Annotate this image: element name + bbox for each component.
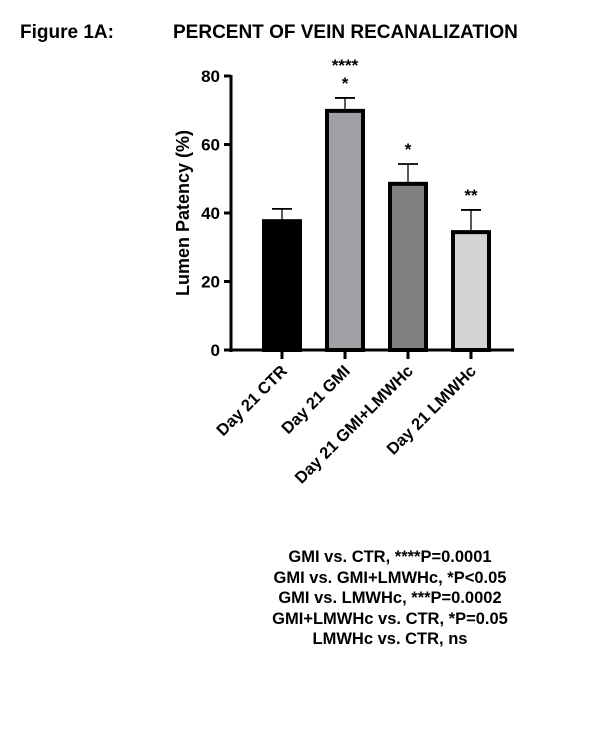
y-tick-label: 60 xyxy=(201,136,220,155)
chart-title: PERCENT OF VEIN RECANALIZATION xyxy=(173,22,518,43)
stat-note: LMWHc vs. CTR, ns xyxy=(312,630,468,648)
stat-note: GMI+LMWHc vs. CTR, *P=0.05 xyxy=(272,609,508,628)
y-tick-label: 80 xyxy=(201,67,220,86)
stat-note: GMI vs. CTR, ****P=0.0001 xyxy=(288,548,492,566)
bar xyxy=(262,219,302,352)
y-tick-label: 0 xyxy=(211,341,220,360)
bar xyxy=(451,230,491,352)
bar-group: Day 21 CTR xyxy=(213,207,302,440)
stat-note: GMI vs. LMWHc, ***P=0.0002 xyxy=(278,589,502,607)
statistics-notes: GMI vs. CTR, ****P=0.0001 GMI vs. GMI+LM… xyxy=(200,547,580,650)
bar-chart: 0 20 40 60 80 Lumen Patency (%) Day 21 CTRDay … xyxy=(173,56,514,487)
x-tick-label: Day 21 GMI+LMWHc xyxy=(292,362,417,487)
bar xyxy=(388,181,428,352)
significance-marker: **** xyxy=(332,56,359,75)
significance-marker: * xyxy=(342,74,349,93)
bar xyxy=(325,108,365,352)
y-axis-label: Lumen Patency (%) xyxy=(173,130,193,296)
y-tick-label: 20 xyxy=(201,273,220,292)
y-tick-label: 40 xyxy=(201,204,220,223)
x-tick-label: Day 21 CTR xyxy=(213,362,291,440)
stat-note: GMI vs. GMI+LMWHc, *P<0.05 xyxy=(273,568,507,587)
significance-marker: ** xyxy=(464,186,478,205)
figure-label: Figure 1A: xyxy=(20,22,114,43)
significance-marker: * xyxy=(405,140,412,159)
